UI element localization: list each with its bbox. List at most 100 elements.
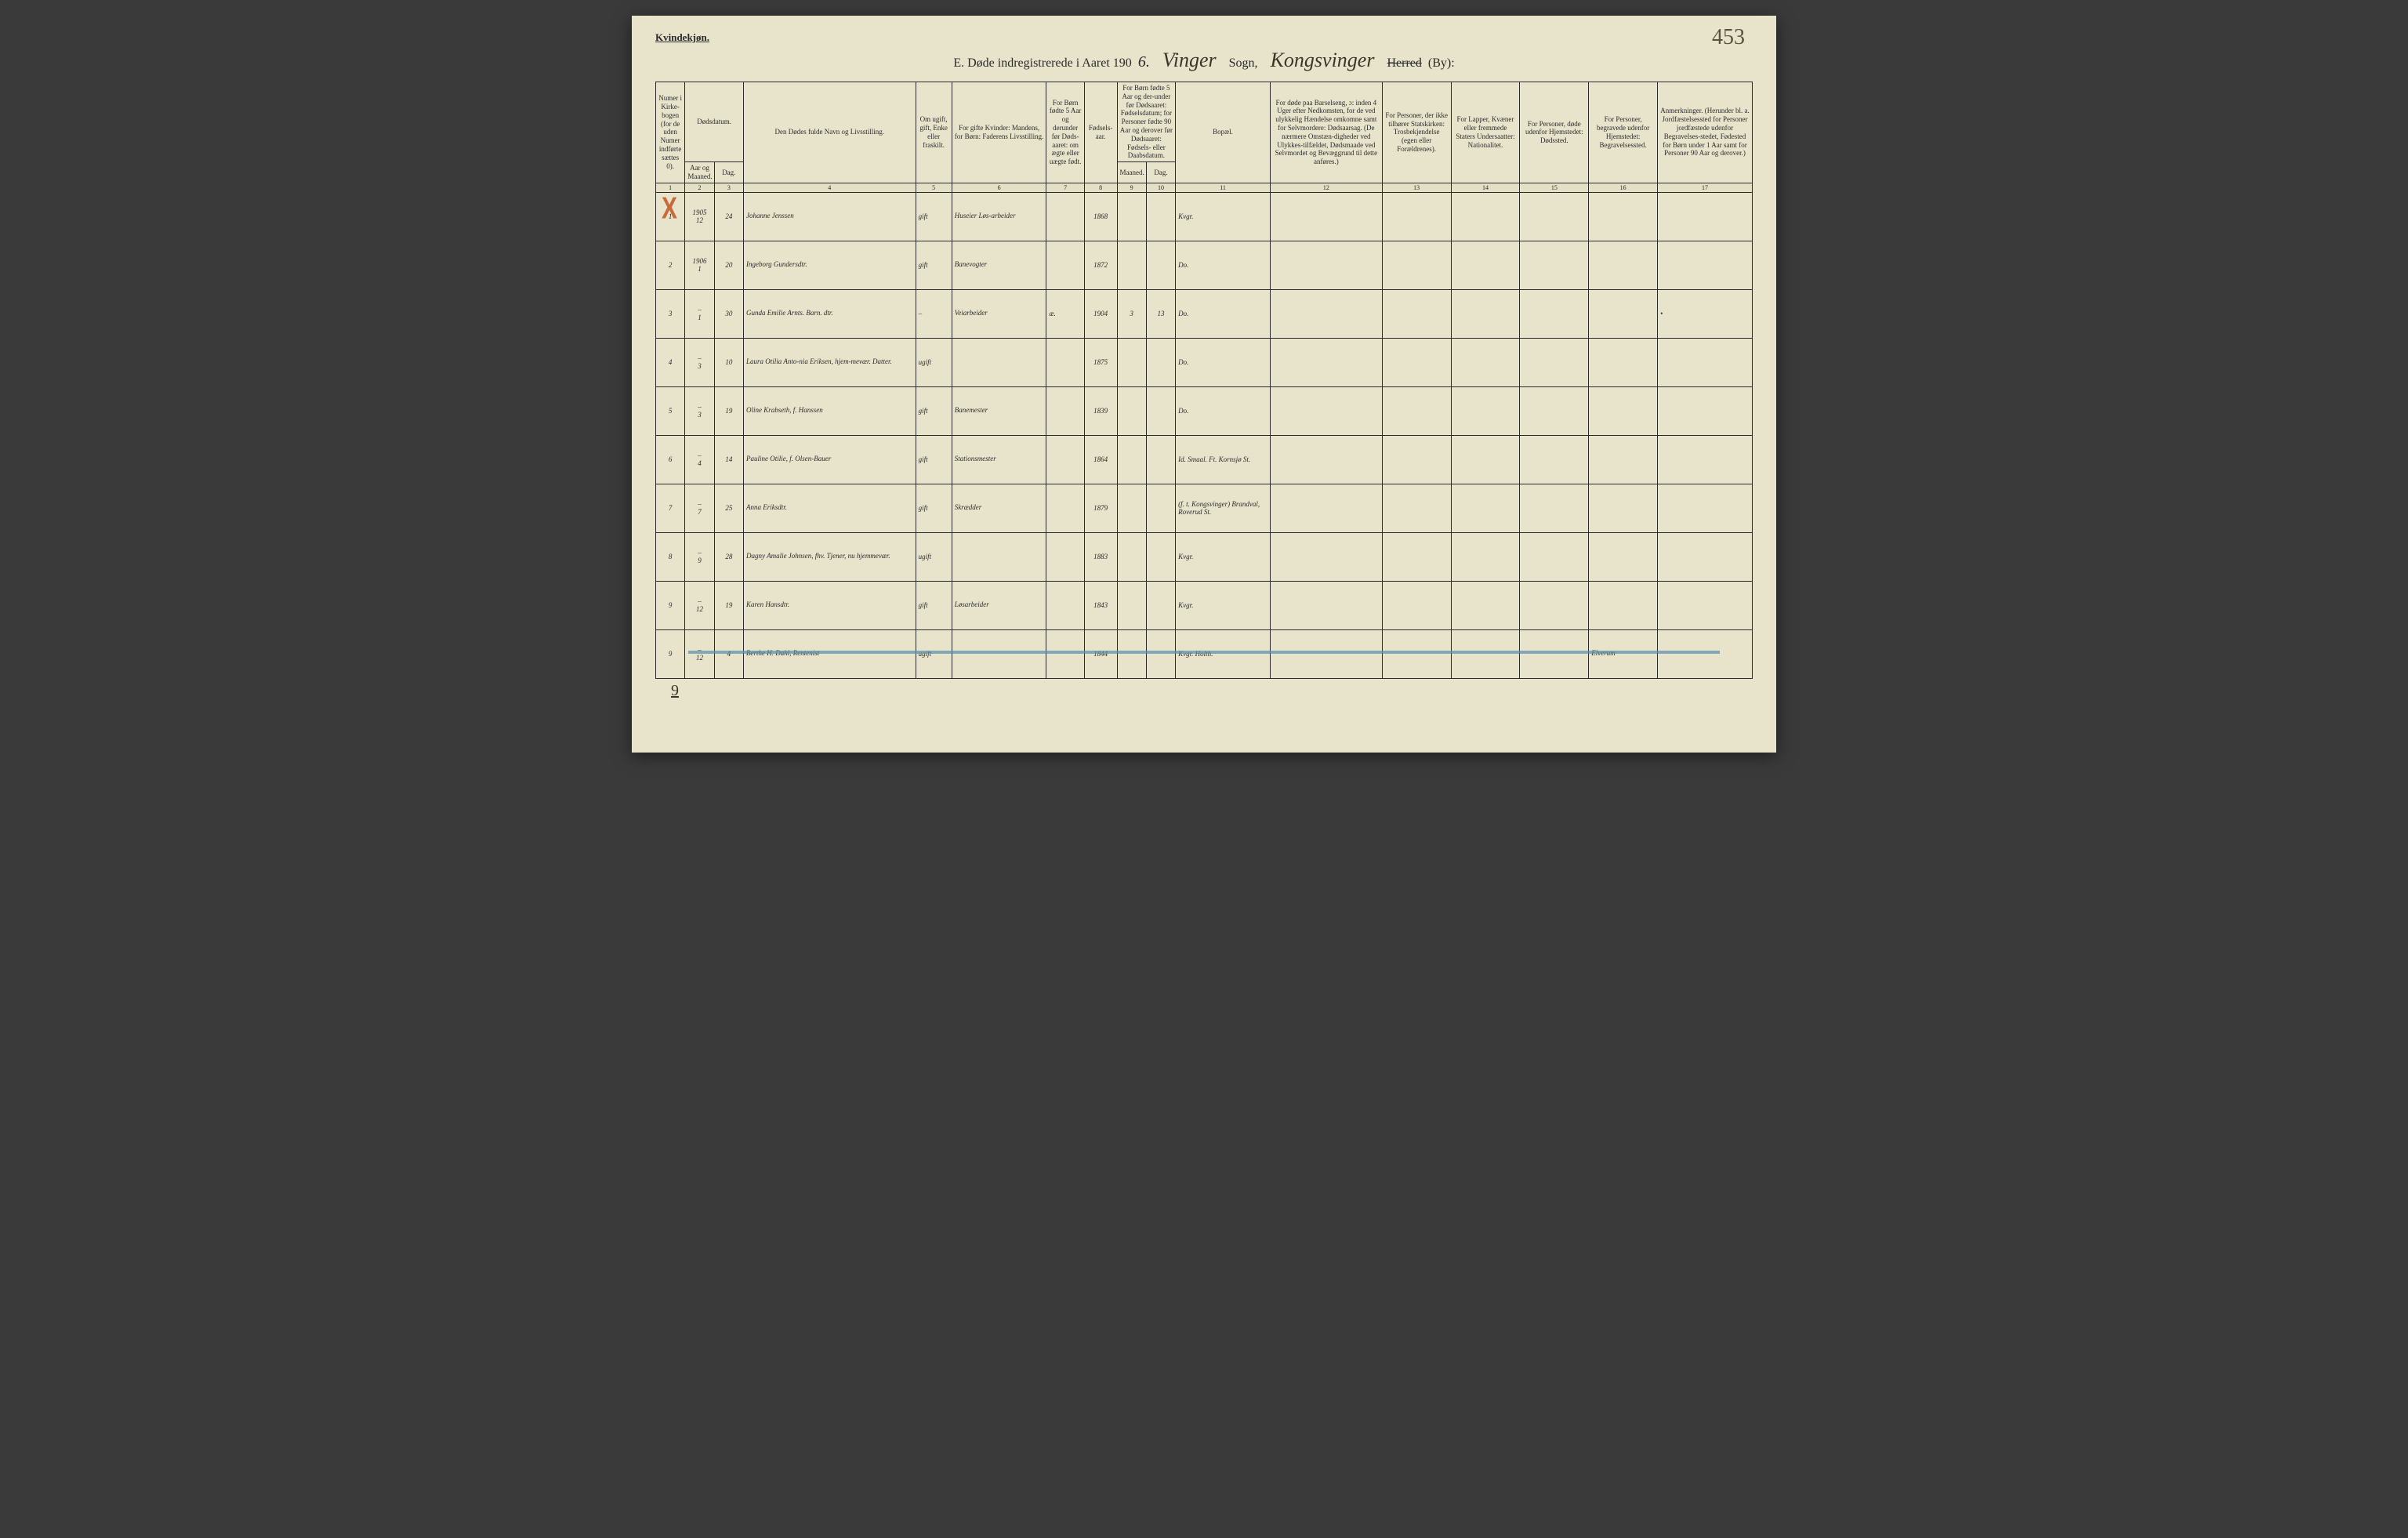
burial-place [1589,386,1658,435]
birth-day [1146,192,1175,241]
cause [1270,386,1382,435]
table-row: 4–310Laura Otilia Anto-nia Eriksen, hjem… [656,338,1753,386]
death-day: 28 [714,532,743,581]
parish-name: Vinger [1156,49,1223,72]
birth-year: 1843 [1084,581,1117,629]
ledger-page: 453 Kvindekjøn. E. Døde indregistrerede … [632,16,1776,753]
hdr-12: For døde paa Barselseng, ɔ: inden 4 Uger… [1270,82,1382,183]
legitimacy [1046,435,1084,484]
death-year-month: –3 [685,338,714,386]
birth-day: 13 [1146,289,1175,338]
coln-4: 4 [743,183,916,192]
confession [1382,241,1451,289]
deceased-name: Johanne Jenssen [743,192,916,241]
death-day: 19 [714,581,743,629]
marital-status: ugift [916,532,952,581]
birth-month [1117,386,1146,435]
table-row: 9–124Berthe H. Dahl, Rentenistugift1844K… [656,629,1753,678]
hdr-4: Den Dødes fulde Navn og Livsstilling. [743,82,916,183]
death-place [1520,289,1589,338]
remarks [1658,532,1753,581]
birth-year: 1879 [1084,484,1117,532]
birth-day [1146,386,1175,435]
entry-number: 9 [656,629,685,678]
hdr-9: Maaned. [1117,162,1146,183]
red-x-mark: X [662,192,677,227]
birth-month [1117,192,1146,241]
confession [1382,435,1451,484]
deceased-name: Anna Eriksdtr. [743,484,916,532]
birth-month [1117,532,1146,581]
hdr-13: For Personer, der ikke tilhører Statskir… [1382,82,1451,183]
nationality [1451,289,1520,338]
table-row: 7–725Anna Eriksdtr.giftSkrædder1879(f. t… [656,484,1753,532]
burial-place [1589,241,1658,289]
legitimacy [1046,338,1084,386]
residence: Kvgr. Holth. [1176,629,1271,678]
coln-7: 7 [1046,183,1084,192]
death-day: 4 [714,629,743,678]
birth-year: 1883 [1084,532,1117,581]
foot-tally: 9 [671,682,1753,700]
death-year-month: –12 [685,629,714,678]
remarks: • [1658,289,1753,338]
marital-status: – [916,289,952,338]
ledger-table: Numer i Kirke-bogen (for de uden Numer i… [655,82,1753,679]
deceased-name: Ingeborg Gundersdtr. [743,241,916,289]
birth-month [1117,241,1146,289]
coln-17: 17 [1658,183,1753,192]
death-place [1520,192,1589,241]
hdr-14: For Lapper, Kvæner eller fremmede Stater… [1451,82,1520,183]
birth-year: 1839 [1084,386,1117,435]
death-year-month: –9 [685,532,714,581]
deceased-name: Karen Hansdtr. [743,581,916,629]
hdr-3: Dag. [714,162,743,183]
birth-year: 1868 [1084,192,1117,241]
death-year-month: 190512 [685,192,714,241]
death-place [1520,435,1589,484]
marital-status: ugift [916,629,952,678]
death-place [1520,241,1589,289]
table-body: 119051224Johanne JenssengiftHuseier Løs-… [656,192,1753,629]
entry-number: 4 [656,338,685,386]
coln-2: 2 [685,183,714,192]
marital-status: gift [916,192,952,241]
spouse-occupation: Banemester [952,386,1046,435]
hdr-11: Bopæl. [1176,82,1271,183]
hdr-6: For gifte Kvinder: Mandens, for Børn: Fa… [952,82,1046,183]
nationality [1451,338,1520,386]
legitimacy [1046,192,1084,241]
deceased-name: Gunda Emilie Arnts. Barn. dtr. [743,289,916,338]
coln-12: 12 [1270,183,1382,192]
entry-number: 2 [656,241,685,289]
residence: Kvgr. [1176,532,1271,581]
coln-16: 16 [1589,183,1658,192]
table-row: 8–928Dagny Amalie Johnsen, fhv. Tjener, … [656,532,1753,581]
death-day: 24 [714,192,743,241]
spouse-occupation: Veiarbeider [952,289,1046,338]
title-year: 6. [1138,53,1150,71]
residence: (f. t. Kongsvinger) Brandval, Roverud St… [1176,484,1271,532]
hdr-10: Dag. [1146,162,1175,183]
death-day: 25 [714,484,743,532]
remarks [1658,581,1753,629]
birth-year: 1844 [1084,629,1117,678]
nationality [1451,386,1520,435]
legitimacy [1046,386,1084,435]
confession [1382,386,1451,435]
legitimacy [1046,241,1084,289]
remarks [1658,192,1753,241]
burial-place: Elverum [1589,629,1658,678]
legitimacy [1046,484,1084,532]
cause [1270,484,1382,532]
birth-month: 3 [1117,289,1146,338]
death-year-month: –3 [685,386,714,435]
cause [1270,581,1382,629]
burial-place [1589,484,1658,532]
district-name: Kongsvinger [1264,49,1381,72]
deceased-name: Laura Otilia Anto-nia Eriksen, hjem-mevæ… [743,338,916,386]
hdr-16: For Personer, begravede udenfor Hjemsted… [1589,82,1658,183]
cause [1270,338,1382,386]
hdr-17: Anmerkninger. (Herunder bl. a. Jordfæste… [1658,82,1753,183]
birth-day [1146,338,1175,386]
